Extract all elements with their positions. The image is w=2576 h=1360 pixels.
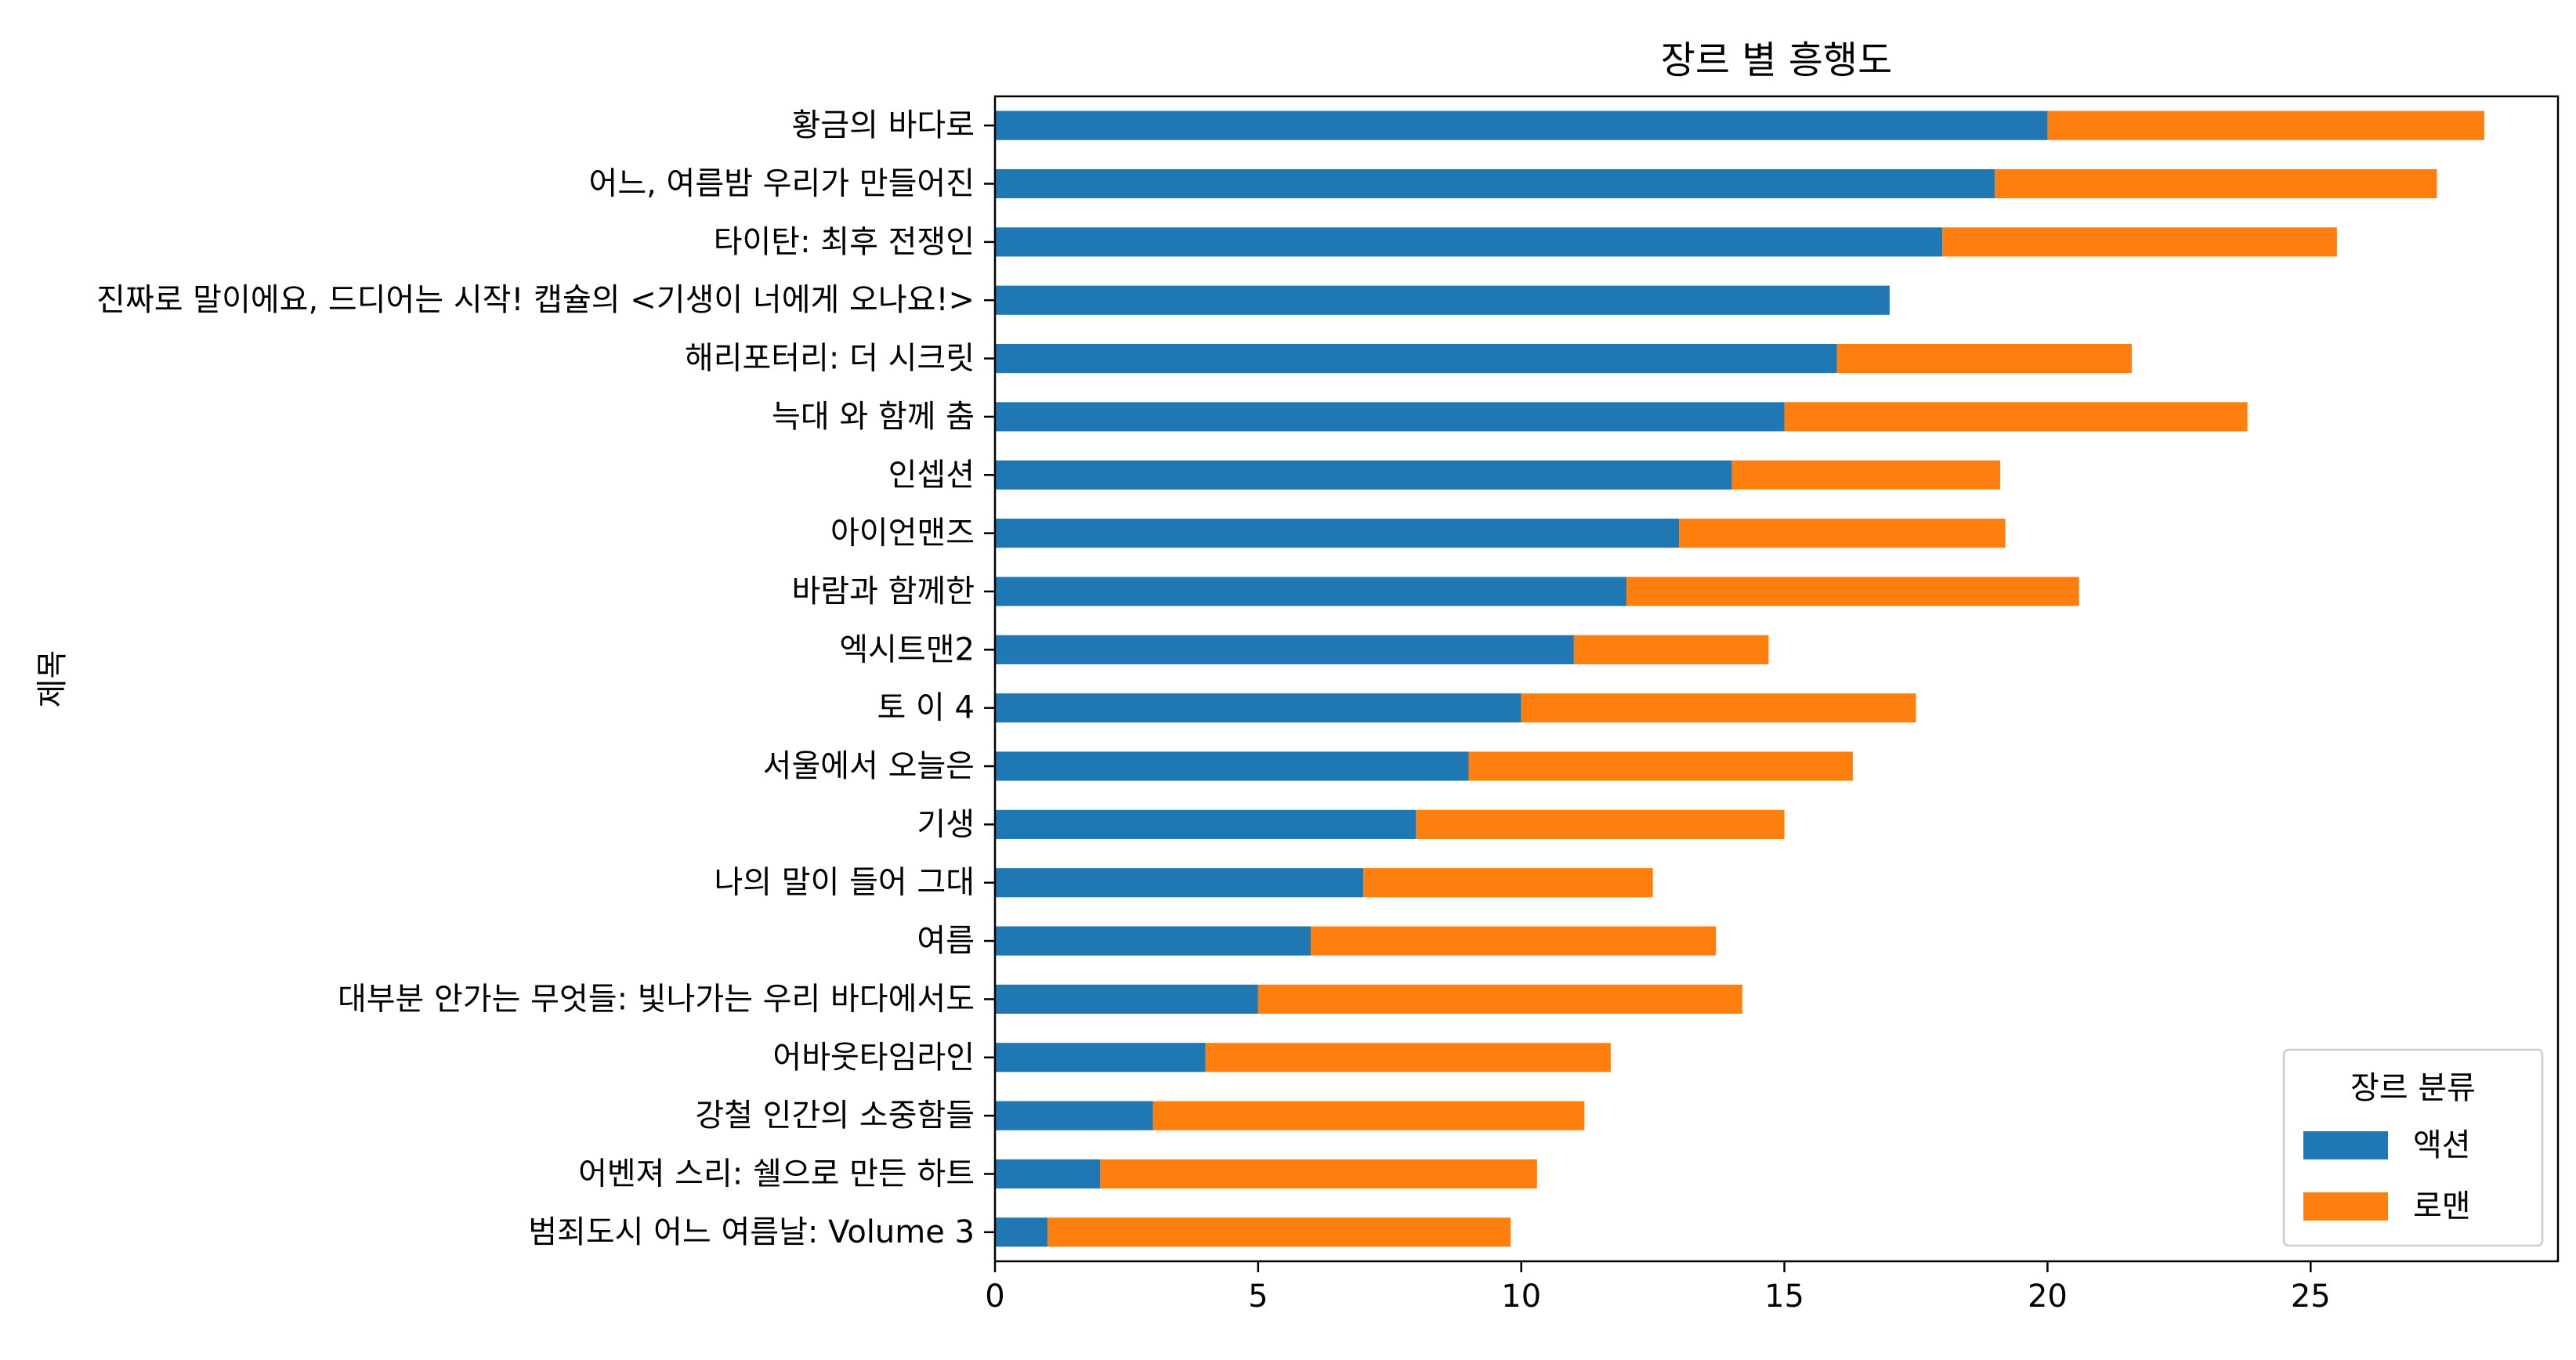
bar-series-2-12 (1679, 519, 2006, 548)
bar-series-2-1 (1100, 1159, 1537, 1189)
y-tick-label: 나의 말이 들어 그대 (714, 865, 975, 901)
x-tick-label: 5 (1248, 1279, 1268, 1315)
y-ticks-layer: 범죄도시 어느 여름날: Volume 3 어벤져 스리: 쉘으로 만든 하트 강철… (96, 107, 995, 1250)
x-tick-label: 10 (1501, 1279, 1541, 1315)
y-tick-label: 강철 인간의 소중함들 (695, 1098, 975, 1134)
bar-series-2-14 (1784, 402, 2248, 432)
y-tick-label: 범죄도시 어느 여름날: Volume 3 (528, 1214, 975, 1250)
y-tick-label: 인셉션 (888, 457, 975, 493)
y-tick-label: 어벤져 스리: 쉘으로 만든 하트 (578, 1156, 975, 1192)
bar-series-2-2 (1152, 1101, 1585, 1130)
plot-frame (993, 95, 2560, 1263)
x-ticks-layer: 0 5 10 15 20 25 (985, 1261, 2331, 1315)
y-tick-label: 어느, 여름밤 우리가 만들어진 (589, 166, 975, 202)
y-tick-label: 해리포터리: 더 시크릿 (685, 341, 975, 377)
y-tick-label: 어바웃타임라인 (772, 1040, 975, 1076)
x-tick-label: 0 (985, 1279, 1004, 1315)
legend-swatch (2303, 1192, 2388, 1221)
bar-series-2-3 (1205, 1043, 1611, 1072)
bar-series-1-10 (995, 635, 1574, 664)
bar-series-1-16 (995, 285, 1890, 315)
bar-series-1-8 (995, 751, 1469, 781)
bar-series-2-7 (1416, 809, 1785, 839)
y-tick-label: 서울에서 오늘은 (763, 748, 975, 784)
bars-layer (995, 110, 2484, 1247)
legend-title: 장르 분류 (2350, 1070, 2476, 1106)
bar-series-1-5 (995, 926, 1312, 956)
bar-series-1-7 (995, 809, 1416, 839)
y-tick-label: 바람과 함께한 (791, 573, 975, 609)
y-tick-label: 기생 (917, 806, 975, 842)
bar-series-1-13 (995, 460, 1732, 490)
bar-series-2-6 (1363, 868, 1653, 898)
bar-series-1-12 (995, 519, 1680, 548)
bar-series-2-19 (2047, 110, 2484, 140)
legend-swatch (2303, 1131, 2388, 1159)
chart-title: 장르 별 흥행도 (1661, 38, 1892, 82)
bar-series-1-15 (995, 343, 1837, 374)
bar-series-2-0 (1047, 1217, 1511, 1247)
bar-series-1-17 (995, 227, 1943, 257)
y-tick-label: 엑시트맨2 (839, 631, 975, 667)
bar-series-1-19 (995, 110, 2048, 140)
bar-series-1-6 (995, 868, 1364, 898)
x-tick-label: 20 (2028, 1279, 2068, 1315)
bar-series-2-9 (1521, 693, 1916, 723)
bar-series-2-8 (1468, 751, 1853, 781)
bar-series-1-4 (995, 984, 1258, 1015)
bar-series-2-10 (1573, 635, 1769, 664)
x-tick-label: 15 (1764, 1279, 1804, 1315)
bar-series-2-18 (1995, 168, 2437, 199)
bar-series-2-4 (1257, 984, 1742, 1015)
bar-series-1-18 (995, 168, 1995, 199)
bar-series-1-2 (995, 1101, 1153, 1130)
y-tick-label: 늑대 와 함께 춤 (772, 399, 975, 435)
y-tick-label: 아이언맨즈 (830, 515, 975, 552)
bar-series-1-1 (995, 1159, 1101, 1189)
y-axis-label: 제목 (34, 650, 71, 708)
y-tick-label: 토 이 4 (877, 690, 975, 726)
bar-series-2-13 (1731, 460, 2000, 490)
legend-label: 액션 (2413, 1127, 2471, 1163)
y-tick-label: 타이탄: 최후 전쟁인 (714, 224, 975, 260)
y-tick-label: 대부분 안가는 무엇들: 빛나가는 우리 바다에서도 (338, 981, 975, 1017)
bar-series-2-15 (1836, 343, 2132, 374)
bar-series-1-14 (995, 402, 1785, 432)
bar-series-2-17 (1942, 227, 2337, 257)
bar-series-2-11 (1626, 577, 2079, 606)
bar-series-1-11 (995, 577, 1627, 606)
y-tick-label: 진짜로 말이에요, 드디어는 시작! 캡슐의 <기생이 너에게 오나요!> (96, 282, 975, 318)
bar-series-1-9 (995, 693, 1521, 723)
bar-series-2-5 (1311, 926, 1717, 956)
y-tick-label: 황금의 바다로 (791, 107, 975, 143)
bar-series-1-0 (995, 1217, 1048, 1247)
legend-label: 로맨 (2413, 1188, 2471, 1224)
y-tick-label: 여름 (917, 923, 975, 959)
bar-series-1-3 (995, 1043, 1206, 1072)
x-tick-label: 25 (2291, 1279, 2331, 1315)
